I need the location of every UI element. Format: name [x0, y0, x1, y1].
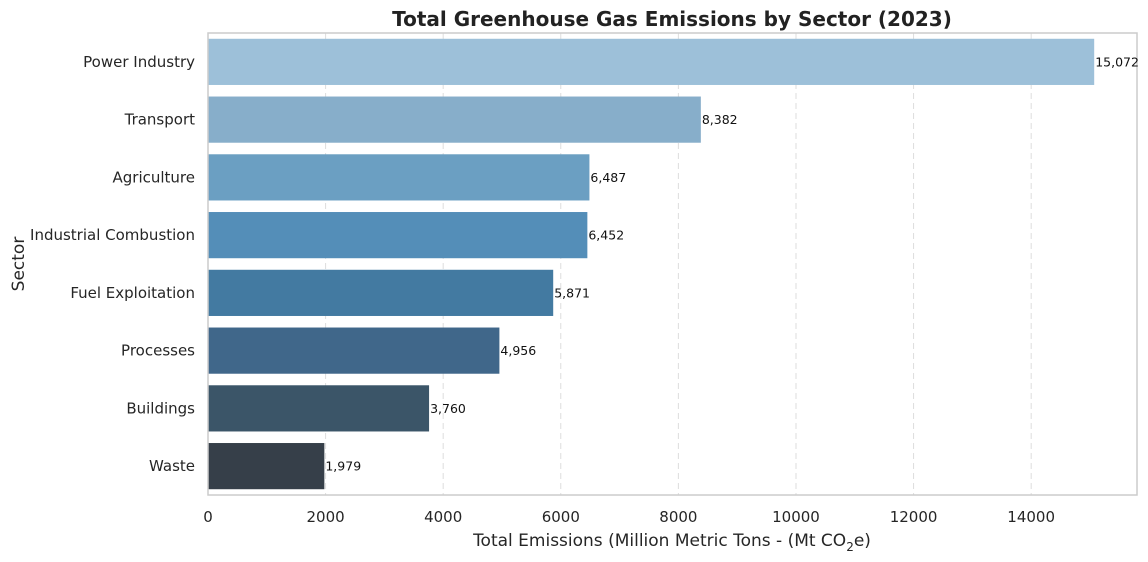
x-tick-label: 14000: [1007, 508, 1055, 526]
grid-lines: [325, 33, 1032, 495]
x-axis-label-subscript: 2: [846, 540, 854, 554]
x-tick-label: 2000: [307, 508, 345, 526]
x-axis-label: Total Emissions (Million Metric Tons - (…: [472, 531, 871, 554]
bar: [208, 154, 590, 201]
x-tick-label: 0: [203, 508, 213, 526]
data-label: 6,452: [588, 228, 624, 243]
bar: [208, 327, 500, 374]
x-tick-label: 10000: [772, 508, 820, 526]
data-label: 6,487: [590, 170, 626, 185]
plot-frame: [207, 32, 1138, 496]
data-label: 8,382: [702, 112, 738, 127]
data-label: 4,956: [500, 343, 536, 358]
x-axis-label-main: Total Emissions (Million Metric Tons - (…: [472, 531, 846, 551]
x-tick-labels: 0 2000 4000 6000 8000 10000 12000 14000: [203, 508, 1055, 526]
data-label: 3,760: [430, 401, 466, 416]
bar: [208, 269, 554, 316]
y-tick-label: Fuel Exploitation: [70, 284, 195, 302]
x-tick-label: 12000: [890, 508, 938, 526]
x-tick-label: 8000: [659, 508, 697, 526]
y-tick-label: Buildings: [126, 399, 195, 417]
y-tick-label: Industrial Combustion: [30, 226, 195, 244]
y-tick-label: Power Industry: [83, 53, 195, 71]
data-label: 15,072: [1095, 54, 1139, 69]
y-tick-label: Processes: [121, 342, 195, 360]
y-tick-label: Waste: [149, 457, 195, 475]
bar: [208, 443, 325, 490]
bar: [208, 96, 701, 143]
y-tick-label: Agriculture: [113, 168, 196, 186]
bars: [208, 38, 1095, 490]
bar: [208, 212, 588, 259]
bar: [208, 38, 1095, 85]
x-tick-label: 6000: [542, 508, 580, 526]
bar: [208, 385, 430, 432]
y-axis-label: Sector: [9, 237, 29, 292]
data-label: 5,871: [554, 285, 590, 300]
data-label: 1,979: [325, 459, 361, 474]
chart-title: Total Greenhouse Gas Emissions by Sector…: [392, 7, 952, 31]
data-labels: 15,072 8,382 6,487 6,452 5,871 4,956 3,760 1,97…: [325, 54, 1139, 473]
y-tick-label: Transport: [124, 111, 196, 129]
y-tick-labels: Power Industry Transport Agriculture Indust…: [30, 53, 195, 475]
x-tick-label: 4000: [424, 508, 462, 526]
x-axis-label-end: e): [854, 531, 871, 551]
